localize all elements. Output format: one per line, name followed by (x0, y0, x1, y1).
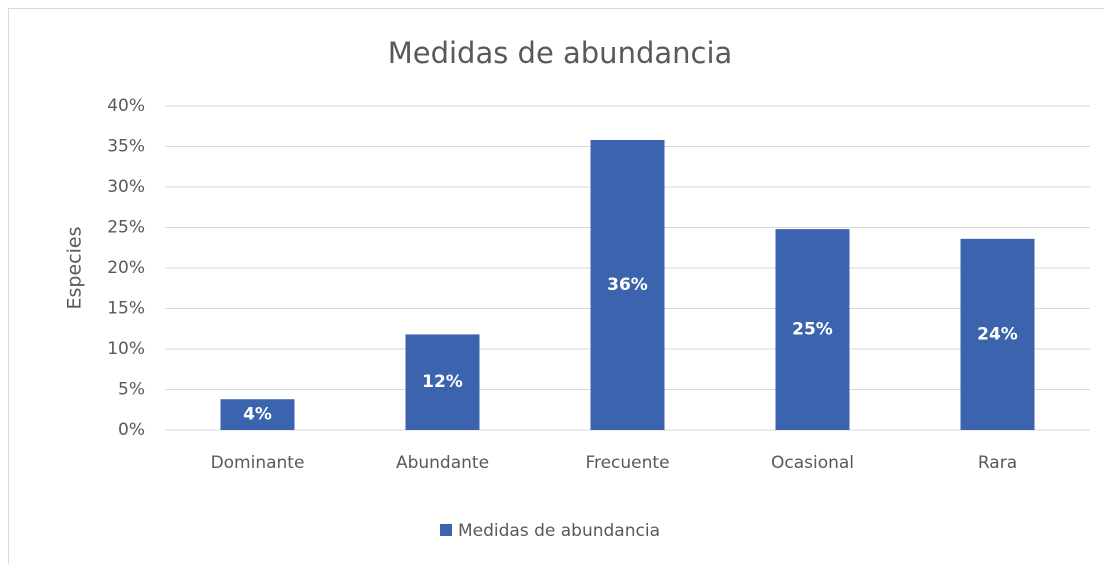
x-tick-label: Dominante (211, 453, 305, 473)
bar (590, 140, 665, 430)
y-tick-label: 25% (107, 218, 145, 238)
data-label: 36% (607, 275, 648, 295)
legend-swatch (440, 524, 452, 536)
bar (960, 238, 1035, 430)
bar (220, 399, 295, 430)
bar (775, 229, 850, 430)
x-tick-label: Abundante (396, 453, 489, 473)
y-tick-label: 30% (107, 177, 145, 197)
bar (405, 334, 480, 430)
data-label: 12% (422, 372, 463, 392)
data-label: 25% (792, 320, 833, 340)
y-tick-label: 5% (118, 380, 145, 400)
legend-label: Medidas de abundancia (458, 521, 660, 541)
x-tick-label: Ocasional (771, 453, 854, 473)
data-label: 4% (243, 405, 272, 425)
y-tick-label: 0% (118, 420, 145, 440)
chart-title: Medidas de abundancia (388, 36, 733, 70)
y-tick-label: 40% (107, 96, 145, 116)
y-tick-label: 35% (107, 137, 145, 157)
y-axis-label: Especies (64, 227, 86, 310)
chart-border (8, 8, 1104, 564)
y-tick-label: 20% (107, 258, 145, 278)
x-tick-label: Rara (978, 453, 1017, 473)
data-label: 24% (977, 324, 1018, 344)
y-tick-label: 10% (107, 339, 145, 359)
y-tick-label: 15% (107, 299, 145, 319)
x-tick-label: Frecuente (585, 453, 669, 473)
